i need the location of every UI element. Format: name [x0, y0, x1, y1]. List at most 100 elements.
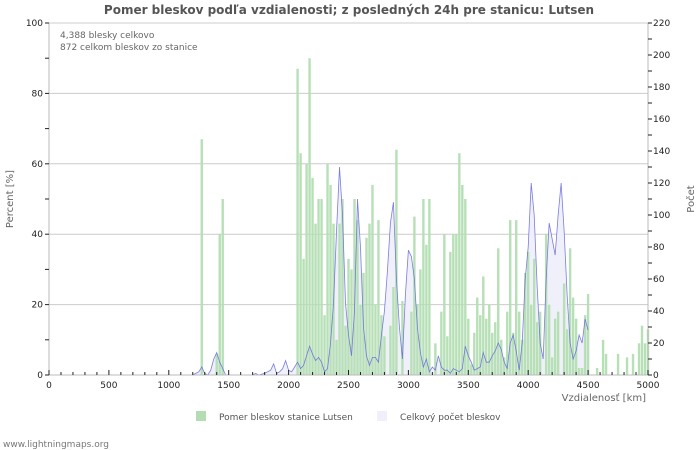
ratio-bar: [335, 339, 338, 375]
ratio-bar: [350, 269, 353, 375]
ratio-bar: [485, 318, 488, 375]
ratio-bar: [506, 311, 509, 375]
ratio-bar: [518, 311, 521, 375]
ratio-bar: [467, 318, 470, 375]
x-tick-label: 1500: [217, 381, 240, 391]
ratio-bar: [365, 237, 368, 375]
y-tick-label-right: 140: [653, 147, 670, 157]
ratio-bar: [311, 177, 314, 375]
ratio-bar: [515, 220, 518, 375]
ratio-bar: [601, 339, 605, 375]
y-tick-label-right: 60: [653, 275, 665, 285]
ratio-bar: [461, 184, 464, 375]
ratio-bar: [497, 248, 500, 375]
ratio-bar: [455, 234, 458, 375]
x-tick-label: 2500: [337, 381, 360, 391]
ratio-bar: [479, 315, 482, 375]
x-tick-label: 3000: [397, 381, 420, 391]
ratio-bar: [200, 139, 203, 375]
ratio-bar: [308, 58, 311, 375]
ratio-bar: [329, 184, 332, 375]
legend-label-total: Celkový počet bleskov: [400, 412, 501, 423]
ratio-bar: [512, 332, 515, 375]
ratio-bar: [302, 258, 305, 375]
footer-credit: www.lightningmaps.org: [3, 440, 109, 450]
y-axis-left-title: Percent [%]: [5, 170, 16, 228]
ratio-bar: [338, 223, 341, 375]
legend-label-ratio: Pomer bleskov stanice Lutsen: [219, 413, 353, 423]
ratio-bar: [476, 297, 479, 375]
ratio-bar: [547, 304, 551, 375]
ratio-bar: [577, 367, 581, 375]
y-tick-label-left: 80: [32, 89, 44, 99]
ratio-bar: [494, 322, 497, 375]
ratio-bar: [314, 223, 317, 375]
ratio-bar: [428, 199, 431, 375]
total-strokes-info: 4,388 blesky celkovo: [60, 31, 155, 41]
x-axis-title: Vzdialenosť [km]: [562, 392, 646, 404]
count-line: [192, 166, 589, 376]
count-area-fill: [192, 167, 589, 375]
legend: Pomer bleskov stanice Lutsen Celkový poč…: [196, 411, 501, 423]
total-count-line: [192, 166, 589, 376]
x-tick-label: 0: [46, 381, 52, 391]
ratio-bar: [503, 357, 506, 375]
ratio-bar: [524, 272, 527, 375]
ratio-bar: [565, 329, 569, 375]
ratio-bar: [521, 339, 524, 375]
ratio-bar: [595, 367, 599, 375]
x-tick-label: 3500: [457, 381, 480, 391]
ratio-bar: [305, 163, 308, 375]
legend-swatch-total: [377, 411, 387, 421]
ratio-bars: [200, 58, 650, 375]
ratio-bar: [440, 311, 443, 375]
ratio-bar: [419, 269, 422, 375]
ratio-bar: [218, 234, 221, 375]
ratio-bar: [470, 364, 473, 375]
ratio-bar: [323, 315, 326, 375]
ratio-bar: [491, 332, 494, 375]
ratio-bar: [532, 258, 536, 375]
y-tick-label-right: 180: [653, 83, 670, 93]
y-axis-right-title: Počet: [685, 185, 697, 212]
ratio-bar: [374, 304, 377, 375]
y-tick-label-left: 40: [32, 230, 44, 240]
ratio-bar: [344, 325, 347, 375]
ratio-bar: [449, 251, 452, 375]
ratio-bar: [422, 199, 425, 375]
ratio-bar: [631, 353, 635, 375]
ratio-bar: [556, 311, 560, 375]
ratio-bar: [443, 234, 446, 375]
ratio-bar: [553, 318, 557, 375]
ratio-bar: [380, 315, 383, 375]
y-tick-label-right: 200: [653, 51, 670, 61]
y-tick-label-left: 0: [37, 371, 43, 381]
ratio-bar: [530, 304, 533, 375]
ratio-bar: [299, 153, 302, 375]
ratio-bar: [401, 301, 404, 375]
ratio-bar: [296, 68, 299, 375]
y-tick-label-left: 100: [26, 19, 43, 29]
ratio-bar: [482, 276, 485, 375]
x-tick-label: 5000: [637, 381, 660, 391]
legend-swatch-ratio: [196, 411, 206, 421]
ratio-bar: [410, 311, 413, 375]
ratio-bar: [356, 220, 359, 375]
ratio-bar: [425, 244, 428, 375]
ratio-bar: [347, 258, 350, 375]
ratio-bar: [544, 234, 548, 375]
ratio-bar: [568, 248, 572, 375]
ratio-bar: [458, 153, 461, 375]
y-tick-label-left: 20: [32, 301, 44, 311]
ratio-bar: [637, 343, 641, 375]
y-tick-label-right: 20: [653, 339, 665, 349]
ratio-bar: [640, 325, 644, 375]
ratio-bar: [604, 353, 608, 375]
ratio-bar: [580, 367, 584, 375]
y-tick-label-right: 80: [653, 243, 665, 253]
ratio-bar: [353, 199, 356, 375]
ratio-bar: [452, 234, 455, 375]
station-strokes-info: 872 celkom bleskov zo stanice: [60, 43, 198, 53]
ratio-bar: [383, 336, 386, 375]
ratio-bar: [377, 220, 380, 375]
